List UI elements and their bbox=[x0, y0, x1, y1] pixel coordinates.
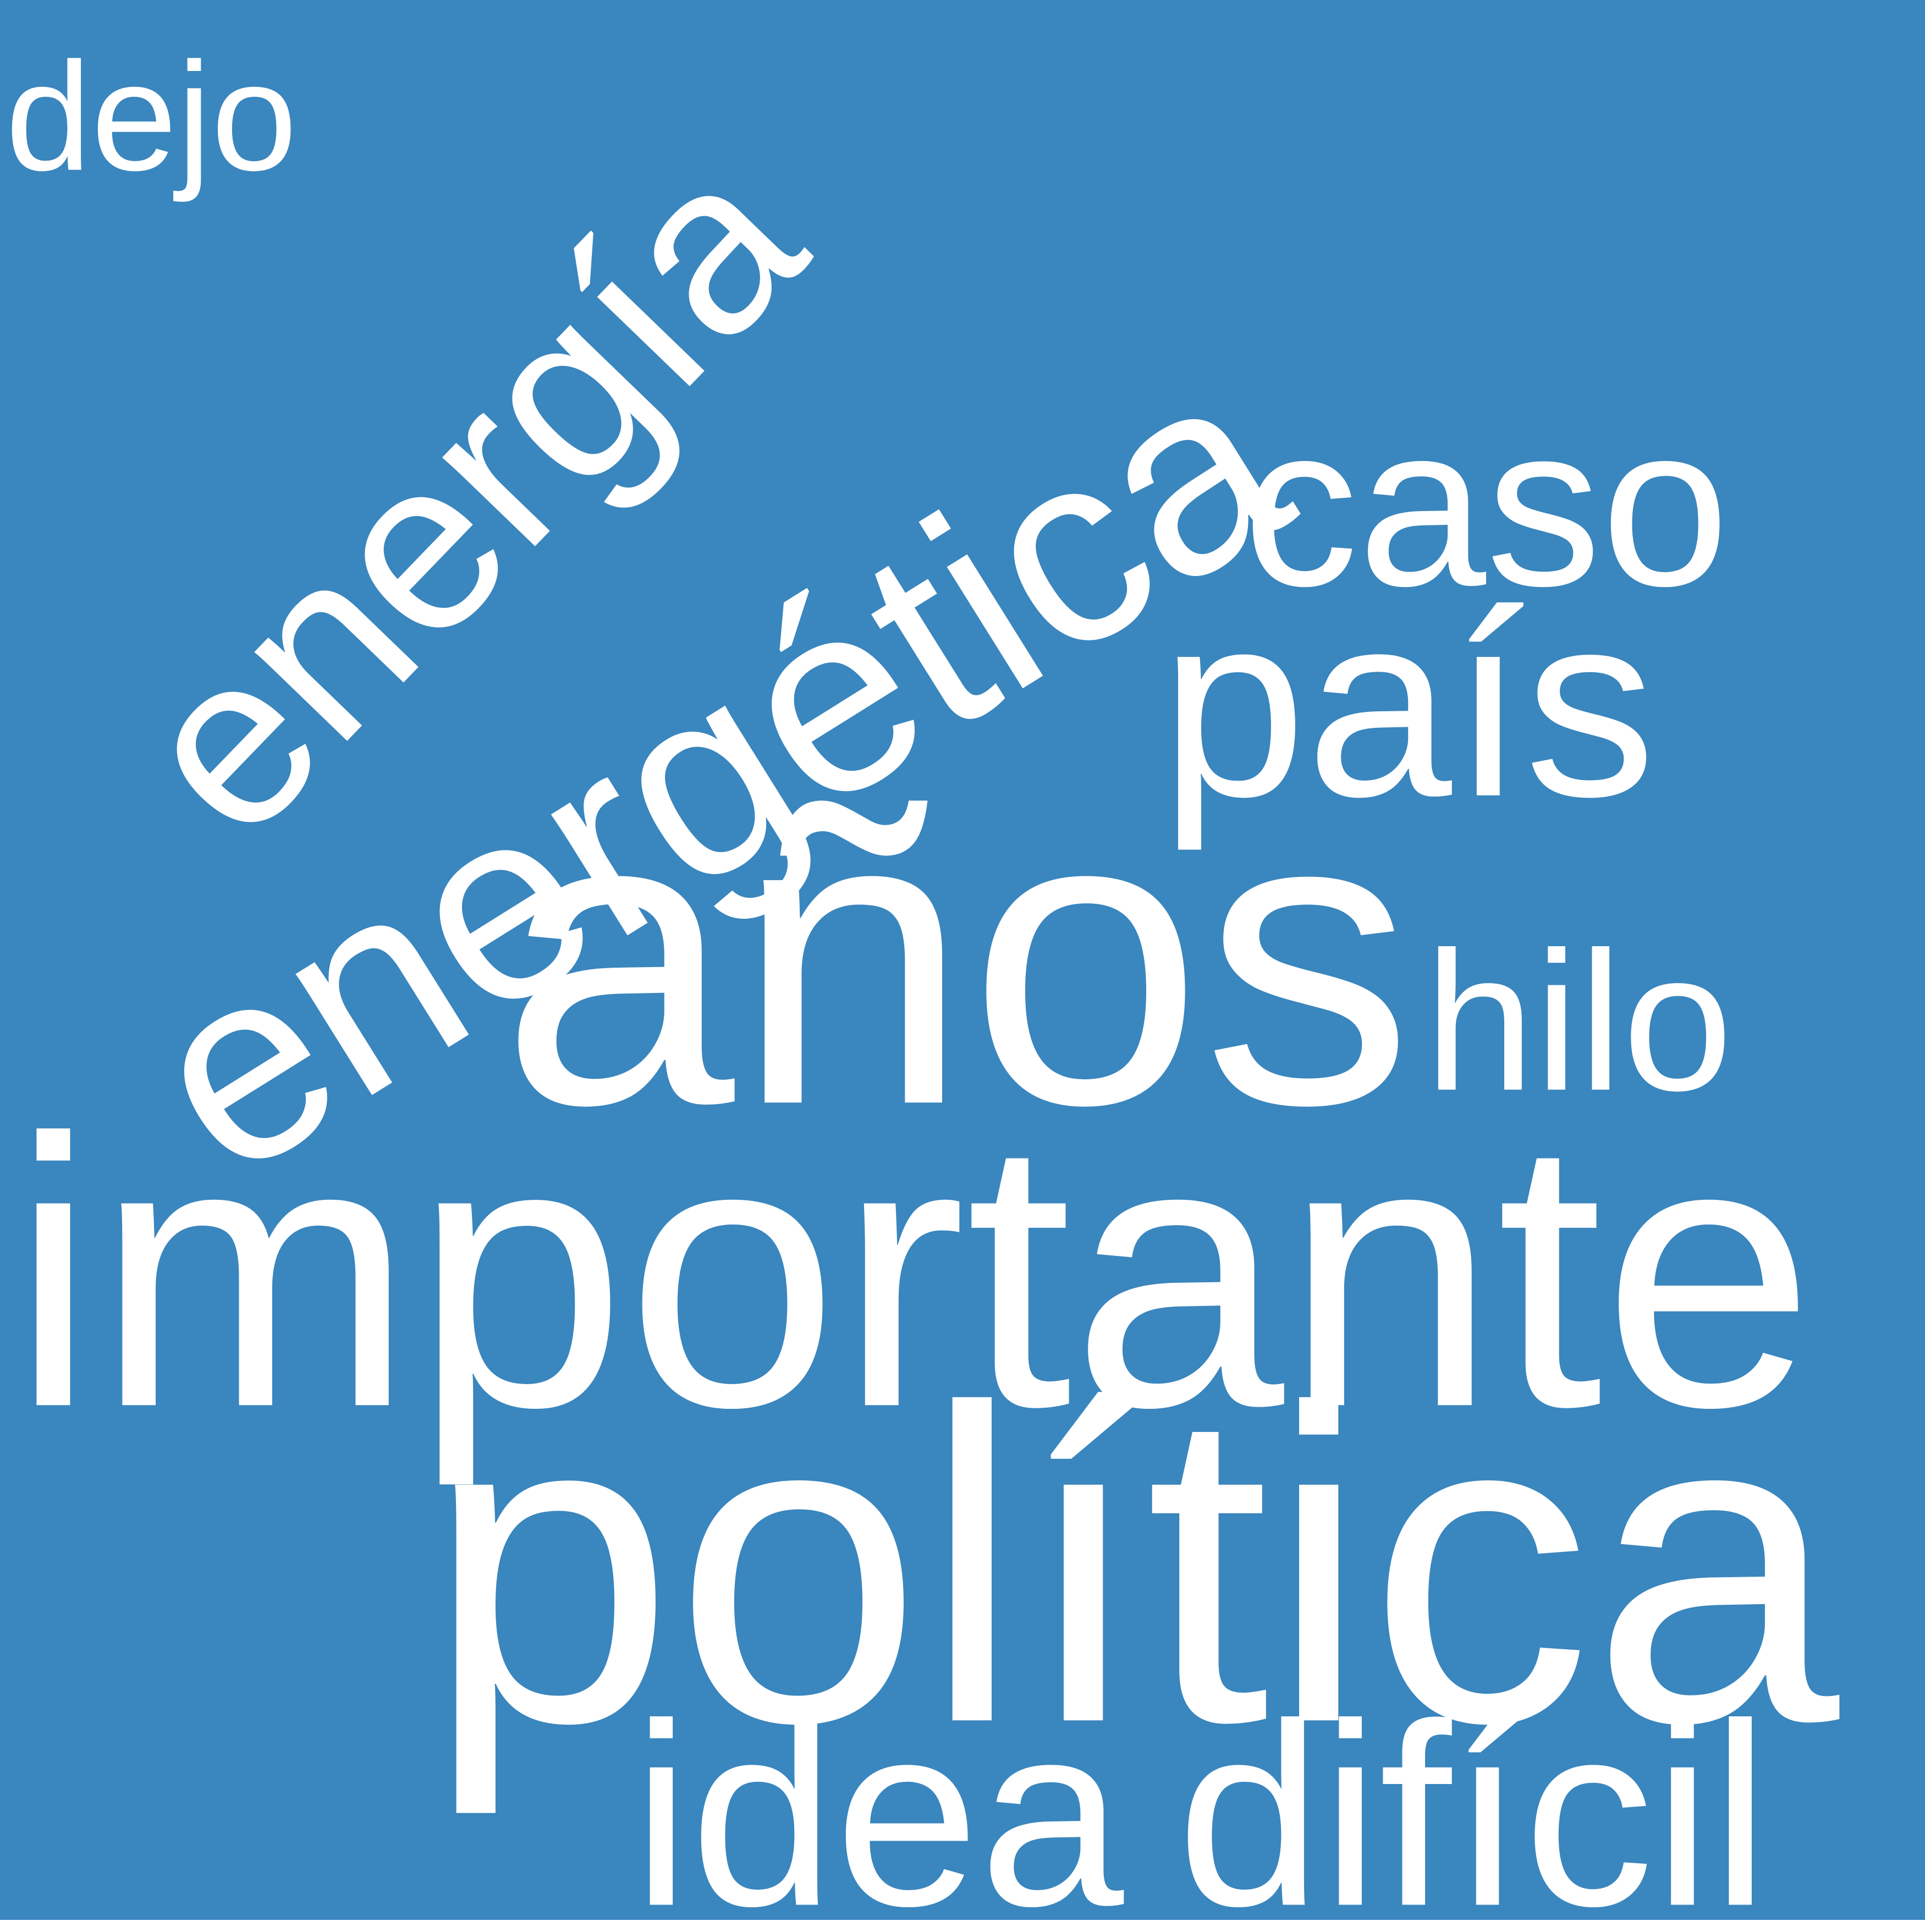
word-hilo: hilo bbox=[1425, 910, 1733, 1132]
word-caso: caso bbox=[1243, 377, 1730, 634]
word-pais: país bbox=[1160, 558, 1656, 851]
word-dificil: difícil bbox=[1177, 1669, 1769, 1920]
word-importante: importante bbox=[11, 1059, 1815, 1486]
word-idea: idea bbox=[632, 1669, 1124, 1920]
word-anos: años bbox=[501, 722, 1414, 1193]
word-politica: política bbox=[426, 1317, 1840, 1816]
word-dejo: dejo bbox=[6, 30, 298, 203]
